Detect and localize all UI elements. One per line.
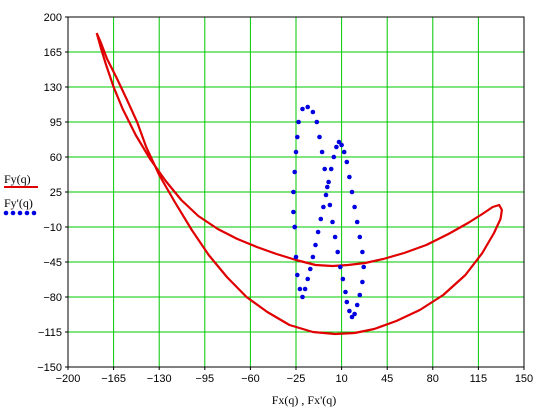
series-2-point-11	[317, 134, 322, 140]
series-2-point-6	[296, 119, 301, 125]
series-2-point-20	[340, 276, 346, 282]
series-2-point-54	[297, 286, 303, 292]
y-tick-label-8: −80	[43, 292, 62, 304]
series-2-point-51	[305, 276, 311, 282]
series-2-point-15	[327, 202, 333, 208]
series-2-point-14	[325, 184, 330, 190]
series-2-point-25	[352, 311, 357, 317]
series-2-point-56	[293, 254, 299, 260]
series-1	[95, 32, 503, 336]
legend-dot-2	[17, 210, 23, 216]
series-2-point-3	[292, 169, 298, 175]
series-2-point-28	[360, 279, 365, 285]
series-2-point-7	[300, 106, 305, 112]
legend-label-series-1: Fy(q)	[4, 172, 31, 186]
x-axis-ticks: −200 −165 −130 −95 −60 −25 10 45 80 115 150	[56, 367, 533, 385]
y-axis-ticks: 200 165 130 95 60 25 −10 −45 −80 −115 −150	[37, 12, 68, 374]
legend-swatch-series-2	[3, 210, 37, 216]
series-2-point-17	[332, 234, 338, 240]
series-2-point-47	[315, 229, 321, 235]
series-2-point-22	[344, 299, 350, 305]
series-2-point-8	[305, 104, 311, 110]
series-2-point-48	[313, 242, 318, 248]
series-2-point-46	[318, 216, 324, 222]
series-2-point-36	[344, 159, 350, 165]
series-2-point-16	[330, 219, 335, 225]
y-tick-label-5: 25	[50, 187, 62, 199]
series-2-point-26	[354, 302, 360, 308]
series-2-point-38	[339, 142, 344, 148]
x-tick-label-3: −95	[195, 373, 214, 385]
series-2-point-9	[310, 109, 316, 115]
y-tick-label-3: 95	[50, 117, 62, 129]
series-2-point-35	[347, 174, 352, 180]
series-2-point-1	[291, 209, 296, 215]
series-2-point-49	[310, 254, 316, 260]
y-tick-label-6: −10	[43, 222, 62, 234]
y-tick-label-10: −150	[37, 362, 62, 374]
x-tick-label-8: 80	[427, 373, 439, 385]
series-2-point-21	[343, 289, 348, 295]
y-tick-label-2: 130	[44, 82, 62, 94]
y-tick-label-1: 165	[44, 47, 62, 59]
series-2-point-42	[328, 166, 334, 172]
series-2-point-31	[357, 234, 363, 240]
series-2-point-30	[360, 249, 365, 255]
series-2-point-18	[335, 249, 341, 255]
series-2-point-41	[331, 154, 337, 160]
series-2-point-33	[352, 204, 357, 210]
series-2-point-23	[347, 308, 352, 314]
series-2-point-37	[341, 149, 347, 155]
series-2-point-13	[322, 166, 328, 172]
series-2-point-50	[308, 266, 313, 272]
series-2-point-34	[349, 189, 355, 195]
x-tick-label-1: −165	[101, 373, 126, 385]
series-2-point-2	[291, 189, 296, 195]
x-tick-label-10: 150	[515, 373, 533, 385]
series-2-point-19	[338, 264, 343, 270]
x-tick-label-2: −130	[147, 373, 172, 385]
legend-dot-0	[3, 210, 9, 216]
x-tick-label-7: 45	[381, 373, 393, 385]
series-2-point-4	[293, 149, 299, 155]
legend: Fy(q) Fy'(q)	[3, 172, 38, 216]
series-2-point-39	[336, 139, 342, 145]
y-tick-label-4: 60	[50, 152, 62, 164]
series-2-point-43	[326, 179, 331, 185]
x-tick-label-6: 10	[335, 373, 347, 385]
series-2-point-45	[321, 204, 326, 210]
y-tick-label-0: 200	[44, 12, 62, 24]
x-axis-label: Fx(q) , Fx'(q)	[272, 393, 337, 407]
grid	[67, 16, 525, 368]
series-2-point-10	[314, 119, 320, 125]
x-tick-label-4: −60	[241, 373, 260, 385]
x-tick-label-0: −200	[56, 373, 81, 385]
legend-dot-1	[10, 210, 16, 216]
series-2-point-44	[323, 192, 329, 198]
legend-label-series-2: Fy'(q)	[4, 196, 33, 210]
series-1-line	[95, 32, 503, 336]
series-2	[291, 104, 367, 320]
series-2-point-24	[349, 314, 355, 320]
series-2-point-27	[357, 292, 363, 298]
x-tick-label-5: −25	[287, 373, 306, 385]
series-2-point-40	[334, 144, 339, 150]
series-2-point-5	[295, 134, 300, 140]
series-2-point-52	[302, 286, 308, 292]
series-2-point-57	[292, 224, 298, 230]
series-2-point-32	[354, 219, 360, 225]
series-2-point-29	[361, 264, 367, 270]
y-tick-label-9: −115	[38, 327, 62, 339]
legend-dot-4	[31, 210, 37, 216]
series-2-point-53	[300, 294, 305, 300]
series-2-point-55	[295, 272, 300, 278]
series-layer	[95, 32, 503, 336]
legend-dot-3	[24, 210, 30, 216]
y-tick-label-7: −45	[43, 257, 62, 269]
x-tick-label-9: 115	[470, 373, 488, 385]
series-2-point-12	[319, 149, 325, 155]
